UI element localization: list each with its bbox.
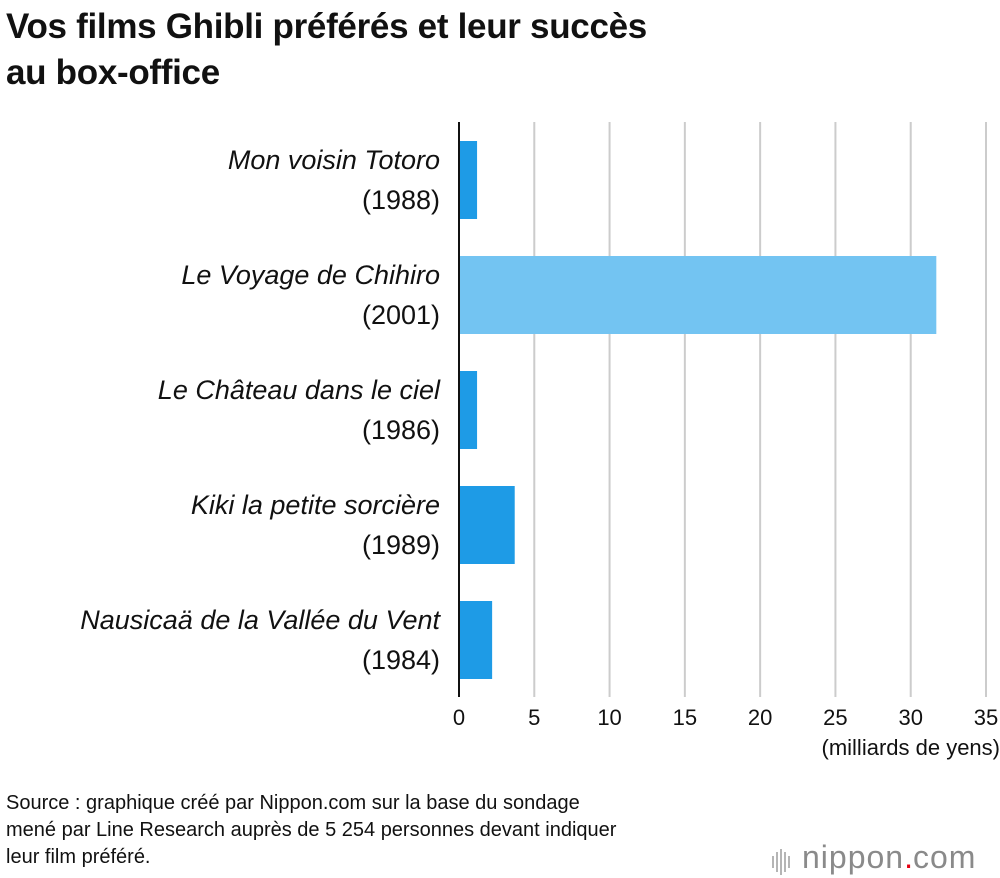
logo-suffix: com xyxy=(912,839,977,875)
category-label-2: Le Voyage de Chihiro (2001) xyxy=(0,255,440,335)
x-tick-label: 30 xyxy=(898,705,923,730)
chart-title-line-1: Vos films Ghibli préférés et leur succès xyxy=(6,7,647,46)
category-year: (1984) xyxy=(361,645,440,675)
category-year: (1988) xyxy=(361,185,440,215)
category-name: Kiki la petite sorcière xyxy=(190,490,440,520)
x-tick-label: 5 xyxy=(528,705,541,730)
x-tick-label: 20 xyxy=(747,705,773,730)
chart-title-line-2: au box-office xyxy=(6,53,220,92)
logo-bars-icon xyxy=(772,843,792,877)
category-name: Le Château dans le ciel xyxy=(157,375,440,405)
x-tick-label: 10 xyxy=(597,705,622,730)
x-tick-label: 0 xyxy=(452,705,466,730)
category-label-3: Le Château dans le ciel (1986) xyxy=(0,370,440,450)
category-label-4: Kiki la petite sorcière (1989) xyxy=(0,485,440,565)
category-label-5: Nausicaä de la Vallée du Vent (1984) xyxy=(0,600,440,680)
category-label-1: Mon voisin Totoro (1988) xyxy=(0,140,440,220)
category-name: Nausicaä de la Vallée du Vent xyxy=(80,605,440,635)
logo-dot: . xyxy=(904,839,913,875)
x-tick-label: 15 xyxy=(672,705,698,730)
source-line-3: leur film préféré. xyxy=(6,846,151,868)
category-year: (1989) xyxy=(361,530,440,560)
logo-word: nippon xyxy=(802,839,905,875)
source-line-1: Source : graphique créé par Nippon.com s… xyxy=(6,792,580,814)
bar-1 xyxy=(459,141,478,219)
bar-4 xyxy=(459,486,515,564)
x-axis-label: (milliards de yens) xyxy=(821,735,1000,760)
x-tick-label: 35 xyxy=(973,705,999,730)
category-year: (1986) xyxy=(361,415,440,445)
chart-title: Vos films Ghibli préférés et leur succès… xyxy=(6,4,906,96)
bar-2 xyxy=(459,256,937,334)
x-tick-label: 25 xyxy=(823,705,848,730)
bar-5 xyxy=(459,601,493,679)
source-note: Source : graphique créé par Nippon.com s… xyxy=(6,790,766,871)
category-name: Mon voisin Totoro xyxy=(227,145,440,175)
source-line-2: mené par Line Research auprès de 5 254 p… xyxy=(6,819,617,841)
category-year: (2001) xyxy=(361,300,440,330)
category-name: Le Voyage de Chihiro xyxy=(181,260,440,290)
nippon-logo: nippon.com xyxy=(772,839,1000,877)
bar-3 xyxy=(459,371,478,449)
